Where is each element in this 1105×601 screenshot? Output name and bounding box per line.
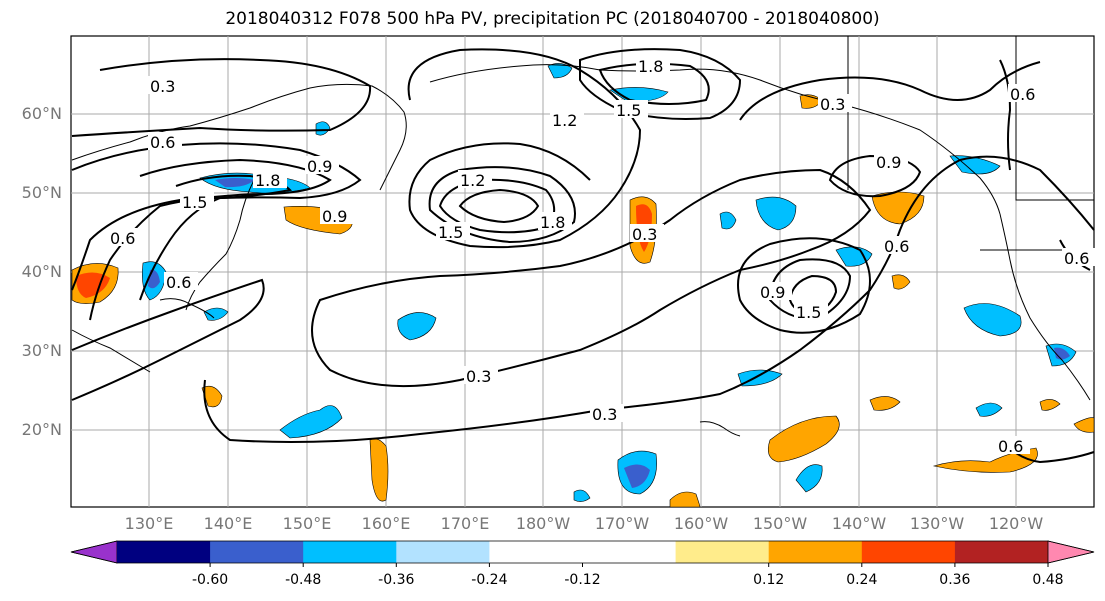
lat-label-20n: 20°N	[21, 420, 62, 439]
colorbar-tick-label: 0.36	[939, 572, 971, 588]
colorbar-tick-label: -0.48	[285, 572, 322, 588]
pv-label: 0.9	[876, 153, 901, 172]
lon-label: 170°E	[440, 514, 490, 533]
pv-label: 0.6	[1010, 85, 1035, 104]
pv-label: 0.6	[166, 273, 191, 292]
pv-label: 1.2	[552, 111, 577, 130]
colorbar-tick-label: -0.24	[471, 572, 508, 588]
colorbar-bin	[675, 541, 770, 563]
colorbar-bin	[396, 541, 490, 563]
lat-label-30n: 30°N	[21, 341, 62, 360]
lat-label-50n: 50°N	[21, 183, 62, 202]
lon-label: 160°E	[361, 514, 411, 533]
pv-label: 1.5	[616, 101, 641, 120]
lon-label: 120°W	[988, 514, 1044, 533]
colorbar-bin	[768, 541, 863, 563]
colorbar-tick-label: -0.12	[564, 572, 601, 588]
pv-contour-labels: 0.3 0.6 0.9 0.9 1.8 1.5 0.3 0.3 0.3 1.5 …	[108, 56, 1096, 456]
pv-label: 0.3	[592, 405, 617, 424]
pv-label: 0.6	[110, 229, 135, 248]
lon-label: 180°W	[515, 514, 571, 533]
pv-label: 1.8	[540, 213, 565, 232]
lon-label: 170°W	[594, 514, 650, 533]
colorbar-bin	[861, 541, 956, 563]
coastlines	[71, 36, 1094, 437]
colorbar-bin	[954, 541, 1049, 563]
pv-label: 0.6	[998, 437, 1023, 456]
lat-label-40n: 40°N	[21, 262, 62, 281]
colorbar-extend-high	[1047, 540, 1095, 564]
colorbar	[70, 540, 1095, 567]
pv-label: 0.3	[150, 77, 175, 96]
pv-label: 0.9	[760, 283, 785, 302]
pv-label: 1.5	[438, 223, 463, 242]
colorbar-tick-label: -0.36	[378, 572, 415, 588]
lon-label: 150°E	[282, 514, 332, 533]
pv-label: 1.8	[255, 171, 280, 190]
lon-label: 130°W	[909, 514, 965, 533]
pv-label: 0.3	[632, 225, 657, 244]
colorbar-extend-low	[70, 540, 118, 564]
colorbar-tick-label: 0.24	[846, 572, 878, 588]
precip-shading	[71, 63, 1095, 508]
colorbar-bin	[582, 541, 677, 563]
colorbar-tick-label: 0.12	[753, 572, 785, 588]
pv-label: 0.6	[150, 133, 175, 152]
pv-label: 0.6	[1064, 249, 1089, 268]
colorbar-bin	[210, 541, 304, 563]
lon-label: 140°W	[831, 514, 887, 533]
pv-label: 1.5	[182, 193, 207, 212]
colorbar-bin	[489, 541, 583, 563]
lat-label-60n: 60°N	[21, 104, 62, 123]
colorbar-tick-label: 0.48	[1032, 572, 1064, 588]
colorbar-bin	[303, 541, 397, 563]
pv-label: 1.2	[460, 171, 485, 190]
pv-label: 0.6	[884, 237, 909, 256]
lon-label: 140°E	[203, 514, 253, 533]
pv-label: 1.8	[638, 57, 663, 76]
pv-label: 0.3	[466, 367, 491, 386]
colorbar-outline	[70, 540, 1095, 564]
lon-label: 150°W	[752, 514, 808, 533]
pv-label: 1.5	[796, 303, 821, 322]
map-title: 2018040312 F078 500 hPa PV, precipitatio…	[225, 9, 880, 29]
pv-label: 0.9	[322, 207, 347, 226]
colorbar-bin	[117, 541, 211, 563]
lon-label: 160°W	[673, 514, 729, 533]
lon-label: 130°E	[124, 514, 174, 533]
pv-label: 0.3	[820, 95, 845, 114]
colorbar-tick-label: -0.60	[191, 572, 229, 588]
pv-label: 0.9	[307, 157, 332, 176]
